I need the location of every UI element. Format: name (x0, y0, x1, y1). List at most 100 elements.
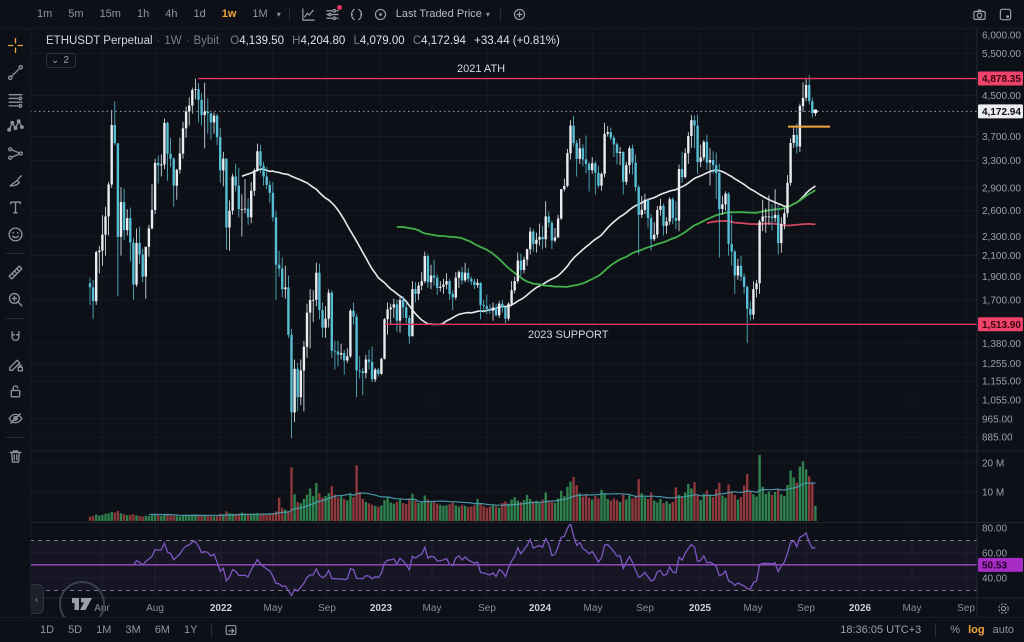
tool-crosshair[interactable] (3, 34, 27, 57)
interval-button-1d[interactable]: 1d (193, 8, 206, 20)
interval-button-1m[interactable]: 1m (37, 8, 53, 20)
tool-zoom-in[interactable] (3, 288, 27, 311)
svg-text:May: May (584, 603, 603, 614)
object-count: 2 (63, 55, 69, 66)
svg-text:Sep: Sep (797, 603, 815, 614)
symbol-legend: ETHUSDT Perpetual · 1W · Bybit O4,139.50 H4,… (46, 35, 560, 47)
panel-collapse-handle[interactable]: ‹ (30, 584, 44, 614)
tool-xabcd-pattern[interactable] (3, 115, 27, 138)
plus-circle-icon (514, 8, 526, 20)
symbol-title[interactable]: ETHUSDT Perpetual (46, 35, 153, 47)
interval-menu-caret[interactable]: ▾ (276, 9, 281, 19)
tool-brush[interactable] (3, 169, 27, 192)
crosshair (7, 37, 23, 54)
compare-icon (351, 8, 363, 20)
tool-ruler[interactable] (3, 261, 27, 284)
target-button[interactable] (370, 3, 392, 25)
goto-date-button[interactable] (220, 619, 242, 641)
ath-annotation: 2021 ATH (457, 63, 505, 75)
toolbar-divider (6, 437, 24, 438)
range-buttons: 1D 5D 1M 3M 6M 1Y (0, 619, 840, 641)
tool-magnet[interactable] (3, 326, 27, 349)
svg-text:60.00: 60.00 (982, 549, 1007, 560)
chart-canvas[interactable]: 2021 ATH 2023 SUPPORT 6,000.00 5,500.00 4,50… (30, 28, 1024, 618)
range-button-3M[interactable]: 3M (125, 624, 141, 636)
price-scale-settings[interactable] (996, 601, 1011, 621)
zoom-in (8, 292, 23, 307)
grid (30, 28, 977, 598)
svg-text:1,700.00: 1,700.00 (982, 295, 1021, 306)
range-button-6M[interactable]: 6M (154, 624, 170, 636)
svg-text:May: May (264, 603, 283, 614)
svg-text:May: May (903, 603, 922, 614)
support-price-tag: 1,513.90 (978, 317, 1023, 332)
toolbar-divider (499, 7, 501, 21)
svg-text:4,172.94: 4,172.94 (982, 107, 1021, 118)
chart-area[interactable]: 2021 ATH 2023 SUPPORT 6,000.00 5,500.00 4,50… (30, 28, 1024, 627)
indicators-icon (326, 8, 339, 20)
tool-hide-all[interactable] (3, 407, 27, 430)
tool-remove-all[interactable] (3, 445, 27, 468)
forecast (7, 147, 23, 160)
rsi-value-tag: 50.53 (978, 557, 1023, 572)
layout-icon[interactable] (994, 3, 1016, 25)
svg-text:2024: 2024 (529, 603, 552, 614)
interval-button-1M[interactable]: 1M (252, 8, 268, 20)
ath-price-tag: 4,878.35 (978, 71, 1023, 86)
svg-text:5,500.00: 5,500.00 (982, 49, 1021, 60)
svg-text:40.00: 40.00 (982, 574, 1007, 585)
range-button-1D[interactable]: 1D (40, 624, 55, 636)
interval-button-1w[interactable]: 1w (221, 8, 237, 20)
tool-emoji[interactable] (3, 223, 27, 246)
range-button-1M[interactable]: 1M (96, 624, 112, 636)
svg-text:1,513.90: 1,513.90 (982, 320, 1021, 331)
tool-trend-line[interactable] (3, 61, 27, 84)
svg-text:3,300.00: 3,300.00 (982, 156, 1021, 167)
range-button-1Y[interactable]: 1Y (183, 624, 198, 636)
tool-forecast[interactable] (3, 142, 27, 165)
indicators-button[interactable] (322, 3, 344, 25)
legend-interval[interactable]: 1W (164, 35, 182, 47)
svg-text:2,300.00: 2,300.00 (982, 232, 1021, 243)
svg-text:1,380.00: 1,380.00 (982, 339, 1021, 350)
chevron-down-icon: ⌄ (51, 55, 60, 66)
compare-button[interactable] (346, 3, 368, 25)
svg-text:2026: 2026 (849, 603, 872, 614)
price-axis[interactable]: 6,000.00 5,500.00 4,500.00 3,700.00 3,300.00… (978, 31, 1023, 585)
tool-lock-all[interactable] (3, 380, 27, 403)
interval-button-1h[interactable]: 1h (136, 8, 150, 20)
price-source-label: Last Traded Price (395, 8, 482, 20)
magnet (10, 330, 20, 341)
botbar-right: 18:36:05 UTC+3 % log auto (840, 623, 1024, 637)
tool-text[interactable] (3, 196, 27, 219)
svg-text:2,900.00: 2,900.00 (982, 183, 1021, 194)
svg-text:May: May (423, 603, 442, 614)
price-source-dropdown[interactable]: Last Traded Price ▾ (396, 8, 490, 20)
log-scale-button[interactable]: log (968, 624, 985, 636)
svg-text:2023: 2023 (370, 603, 393, 614)
volume-bars (88, 454, 817, 522)
tool-fib-retracement[interactable] (3, 88, 27, 111)
object-tree-toggle[interactable]: ⌄ 2 (46, 53, 76, 68)
interval-button-15m[interactable]: 15m (99, 8, 121, 20)
camera-icon[interactable] (968, 3, 990, 25)
calendar-goto-icon (226, 625, 237, 635)
svg-text:6,000.00: 6,000.00 (982, 31, 1021, 42)
interval-button-4h[interactable]: 4h (165, 8, 178, 20)
remove-all (9, 450, 21, 463)
percent-scale-button[interactable]: % (950, 624, 961, 636)
svg-text:Aug: Aug (146, 603, 164, 614)
auto-scale-button[interactable]: auto (992, 624, 1014, 636)
clock[interactable]: 18:36:05 UTC+3 (840, 624, 922, 636)
time-axis[interactable]: Apr Aug 2022 May Sep 2023 May Sep 2024 May Sep 2025… (94, 603, 975, 614)
interval-button-5m[interactable]: 5m (68, 8, 84, 20)
ruler (7, 265, 23, 280)
tool-drawing-lock[interactable] (3, 353, 27, 376)
svg-text:1,155.00: 1,155.00 (982, 377, 1021, 388)
range-button-5D[interactable]: 5D (68, 624, 83, 636)
chart-style-button[interactable] (298, 3, 320, 25)
svg-text:1,255.00: 1,255.00 (982, 359, 1021, 370)
quick-trade-button[interactable] (509, 3, 531, 25)
low-value: 4,079.00 (359, 35, 405, 47)
